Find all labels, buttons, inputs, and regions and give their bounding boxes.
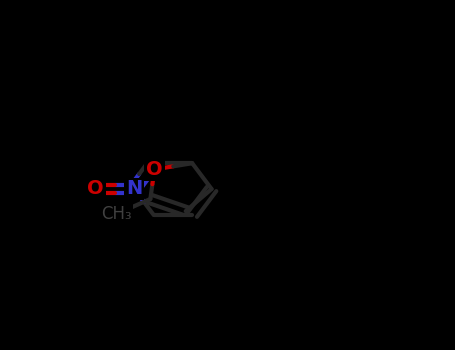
Text: CH₃: CH₃ <box>101 205 132 223</box>
Text: O: O <box>146 160 163 179</box>
Text: O: O <box>87 180 104 198</box>
Text: N: N <box>126 180 142 198</box>
